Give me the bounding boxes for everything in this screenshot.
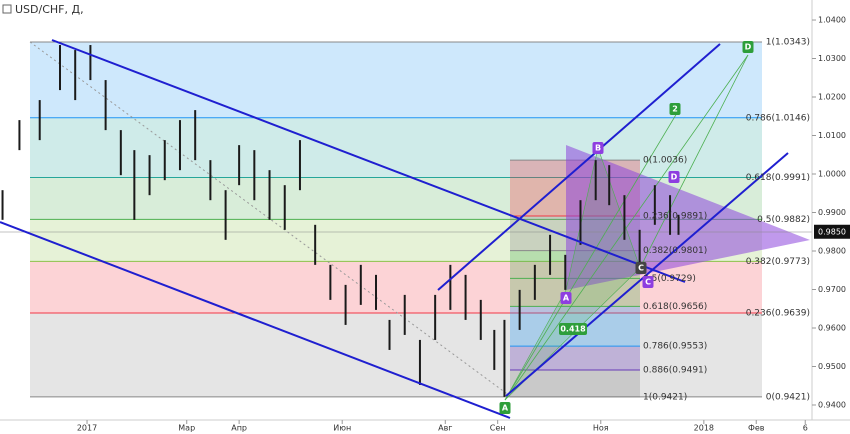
pattern-label: 0.418	[560, 325, 586, 334]
pattern-label-box	[559, 323, 587, 335]
pattern-label-box	[560, 292, 572, 304]
fib-label: 0.5(0.9882)	[757, 215, 810, 225]
pattern-label-box	[642, 276, 654, 288]
pattern-label: B	[595, 144, 601, 153]
y-tick-label: 0.9500	[818, 362, 846, 371]
price-bars	[1, 45, 680, 397]
x-tick-label: Апр	[231, 424, 247, 433]
pattern-line	[639, 54, 749, 269]
x-tick-label: 2017	[77, 424, 97, 433]
pattern-label: A	[502, 404, 509, 413]
y-tick-label: 0.9400	[818, 400, 846, 409]
pattern-label-box	[669, 103, 681, 115]
fib-zone	[30, 41, 762, 118]
header-bg	[0, 0, 110, 18]
channels	[0, 39, 789, 419]
fib-label: 0.382(0.9773)	[746, 257, 810, 267]
last-price-box	[814, 224, 850, 239]
y-tick-label: 1.0100	[818, 131, 846, 140]
pattern-label-box	[742, 41, 754, 53]
y-tick-label: 1.0400	[818, 16, 846, 25]
fib-label: 0.786(0.9553)	[643, 342, 707, 352]
fib-label: 0.786(1.0146)	[746, 113, 810, 123]
pattern-label-box	[499, 402, 511, 414]
fib-label: 0.618(0.9991)	[746, 173, 810, 183]
labels: 1(1.0343) 0.786(1.0146) 0.618(0.9991) 0.5(0…	[499, 37, 810, 414]
channel-line	[0, 221, 511, 419]
y-tick-label: 0.9900	[818, 208, 846, 217]
fib-label: 0.5(0.9729)	[643, 274, 696, 284]
fib-label: 1(0.9421)	[643, 392, 687, 402]
x-tick-label: 2018	[694, 424, 714, 433]
x-tick-label: Фев	[748, 424, 765, 433]
channel-line	[505, 152, 789, 397]
last-price-label: 0.9850	[818, 227, 846, 236]
pattern-label-box	[592, 142, 604, 154]
pattern-label: D	[671, 173, 678, 182]
x-tick-label: Июн	[333, 424, 351, 433]
fib-label: 0.886(0.9491)	[643, 365, 707, 375]
pattern-label-box	[635, 262, 647, 274]
fib-zone	[30, 312, 762, 397]
pattern-label: A	[563, 294, 570, 303]
pattern-line	[504, 54, 749, 401]
y-tick-label: 1.0300	[818, 54, 846, 63]
fib-label: 0.236(0.9891)	[643, 211, 707, 221]
pattern-label: 2	[672, 105, 678, 114]
pattern-label: D	[745, 43, 752, 52]
x-tick-label: Сен	[490, 424, 506, 433]
fib-label: 0(1.0036)	[643, 156, 687, 166]
triangle	[566, 145, 810, 290]
fib-label: 0.618(0.9656)	[643, 302, 707, 312]
y-tick-label: 0.9600	[818, 323, 846, 332]
fib-label: 0.236(0.9639)	[746, 308, 810, 318]
x-tick-label: Мар	[178, 424, 195, 433]
fib-label: 0(0.9421)	[766, 392, 810, 402]
x-tick-label: Ноя	[593, 424, 609, 433]
pattern-label-box	[668, 171, 680, 183]
pattern-label: C	[645, 278, 651, 287]
collapse-icon[interactable]	[2, 4, 12, 14]
drawings	[0, 41, 812, 401]
header-title: USD/CHF, Д,	[15, 3, 84, 16]
pattern-label: C	[638, 264, 644, 273]
y-tick-label: 0.9800	[818, 246, 846, 255]
fib-zone	[30, 117, 762, 178]
x-tick-label: 6	[803, 424, 808, 433]
fib-label: 1(1.0343)	[766, 37, 810, 47]
channel-line	[437, 43, 721, 291]
fib-label: 0.382(0.9801)	[643, 246, 707, 256]
channel-line	[51, 39, 686, 283]
y-tick-label: 0.9700	[818, 285, 846, 294]
x-tick-label: Авг	[438, 424, 452, 433]
y-tick-label: 1.0200	[818, 93, 846, 102]
y-tick-label: 1.0000	[818, 170, 846, 179]
pattern-line	[504, 107, 681, 401]
